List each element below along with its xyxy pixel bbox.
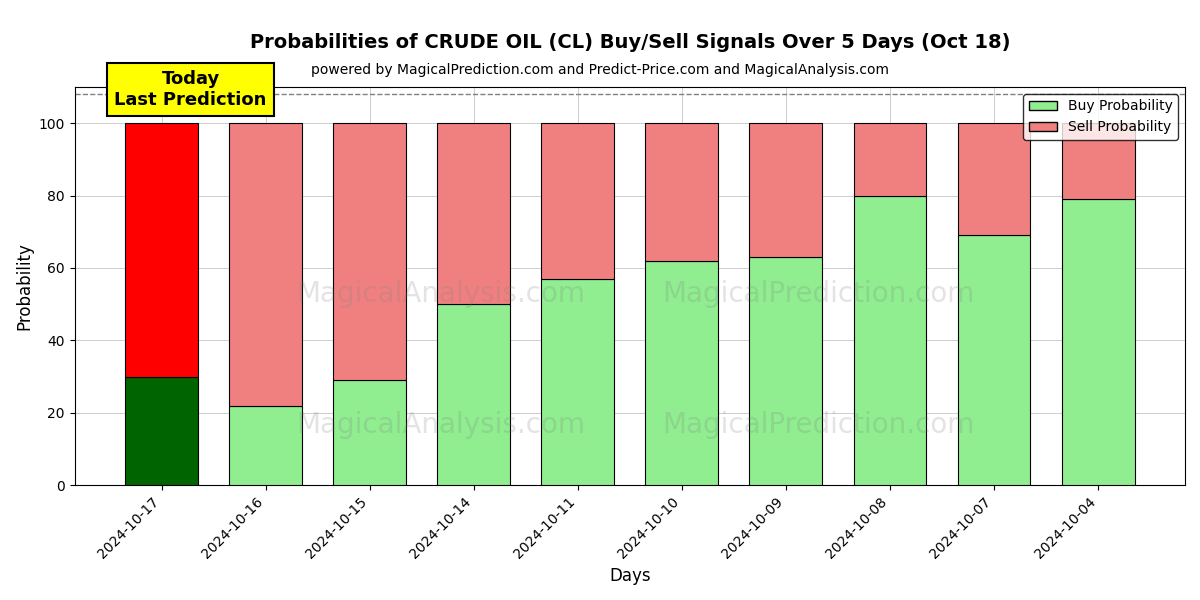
Text: MagicalAnalysis.com: MagicalAnalysis.com (296, 280, 586, 308)
Bar (334, 380, 406, 485)
Bar (750, 123, 822, 257)
Bar (958, 123, 1031, 235)
Bar (853, 196, 926, 485)
Bar (750, 257, 822, 485)
Bar (229, 406, 302, 485)
Legend: Buy Probability, Sell Probability: Buy Probability, Sell Probability (1024, 94, 1178, 140)
Bar (853, 123, 926, 196)
Bar (437, 123, 510, 304)
Title: Probabilities of CRUDE OIL (CL) Buy/Sell Signals Over 5 Days (Oct 18): Probabilities of CRUDE OIL (CL) Buy/Sell… (250, 33, 1010, 52)
Bar (1062, 199, 1134, 485)
Bar (646, 123, 719, 260)
Text: MagicalPrediction.com: MagicalPrediction.com (662, 412, 974, 439)
Bar (334, 123, 406, 380)
Bar (437, 304, 510, 485)
Y-axis label: Probability: Probability (16, 242, 34, 330)
Text: Today
Last Prediction: Today Last Prediction (114, 70, 266, 109)
Bar (646, 260, 719, 485)
Bar (229, 123, 302, 406)
Bar (125, 123, 198, 377)
Bar (958, 235, 1031, 485)
Text: MagicalPrediction.com: MagicalPrediction.com (662, 280, 974, 308)
Bar (541, 279, 614, 485)
Bar (125, 377, 198, 485)
Text: powered by MagicalPrediction.com and Predict-Price.com and MagicalAnalysis.com: powered by MagicalPrediction.com and Pre… (311, 63, 889, 77)
Bar (1062, 123, 1134, 199)
Bar (541, 123, 614, 279)
X-axis label: Days: Days (610, 567, 650, 585)
Text: MagicalAnalysis.com: MagicalAnalysis.com (296, 412, 586, 439)
